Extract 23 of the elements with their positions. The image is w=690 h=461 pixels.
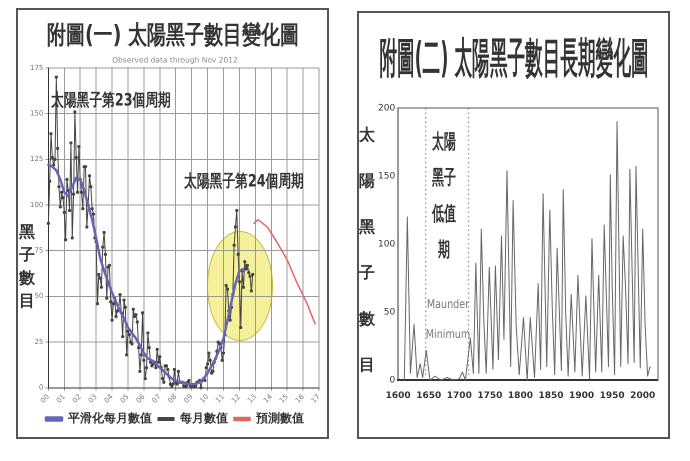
legend-label: 平滑化每月數值 — [67, 411, 152, 426]
x-tick-label: 1700 — [446, 390, 472, 401]
y-tick-label: 100 — [378, 239, 396, 250]
annotation: 太陽黑子低值期 — [432, 128, 456, 264]
x-tick-label: 1900 — [569, 390, 594, 401]
x-tick-label: 1650 — [416, 390, 442, 401]
y-tick-label: 150 — [378, 171, 396, 182]
x-tick-label: 2000 — [630, 390, 656, 401]
legend-label: 預測數值 — [255, 411, 304, 426]
chart-title: 附圖(二) 太陽黑子數目長期變化圖 — [378, 33, 648, 82]
x-tick-label: 1600 — [386, 390, 411, 401]
y-tick-label: 0 — [389, 376, 396, 386]
legend-label: 每月數值 — [179, 411, 228, 426]
x-tick-label: 1750 — [477, 390, 502, 401]
annotation: 太陽黑子第24個周期 — [184, 172, 304, 192]
chart-title: 附圖(一) 太陽黑子數目變化圖 — [46, 20, 298, 49]
x-tick-label: 1850 — [538, 390, 564, 401]
x-tick-label: 1800 — [508, 390, 533, 401]
y-tick-label: 200 — [378, 103, 396, 114]
text: Maunder Minimum — [425, 296, 470, 341]
x-tick-label: 1950 — [600, 390, 625, 401]
y-tick-label: 50 — [384, 307, 396, 318]
y-axis-title: 黑子數目 — [19, 221, 35, 312]
